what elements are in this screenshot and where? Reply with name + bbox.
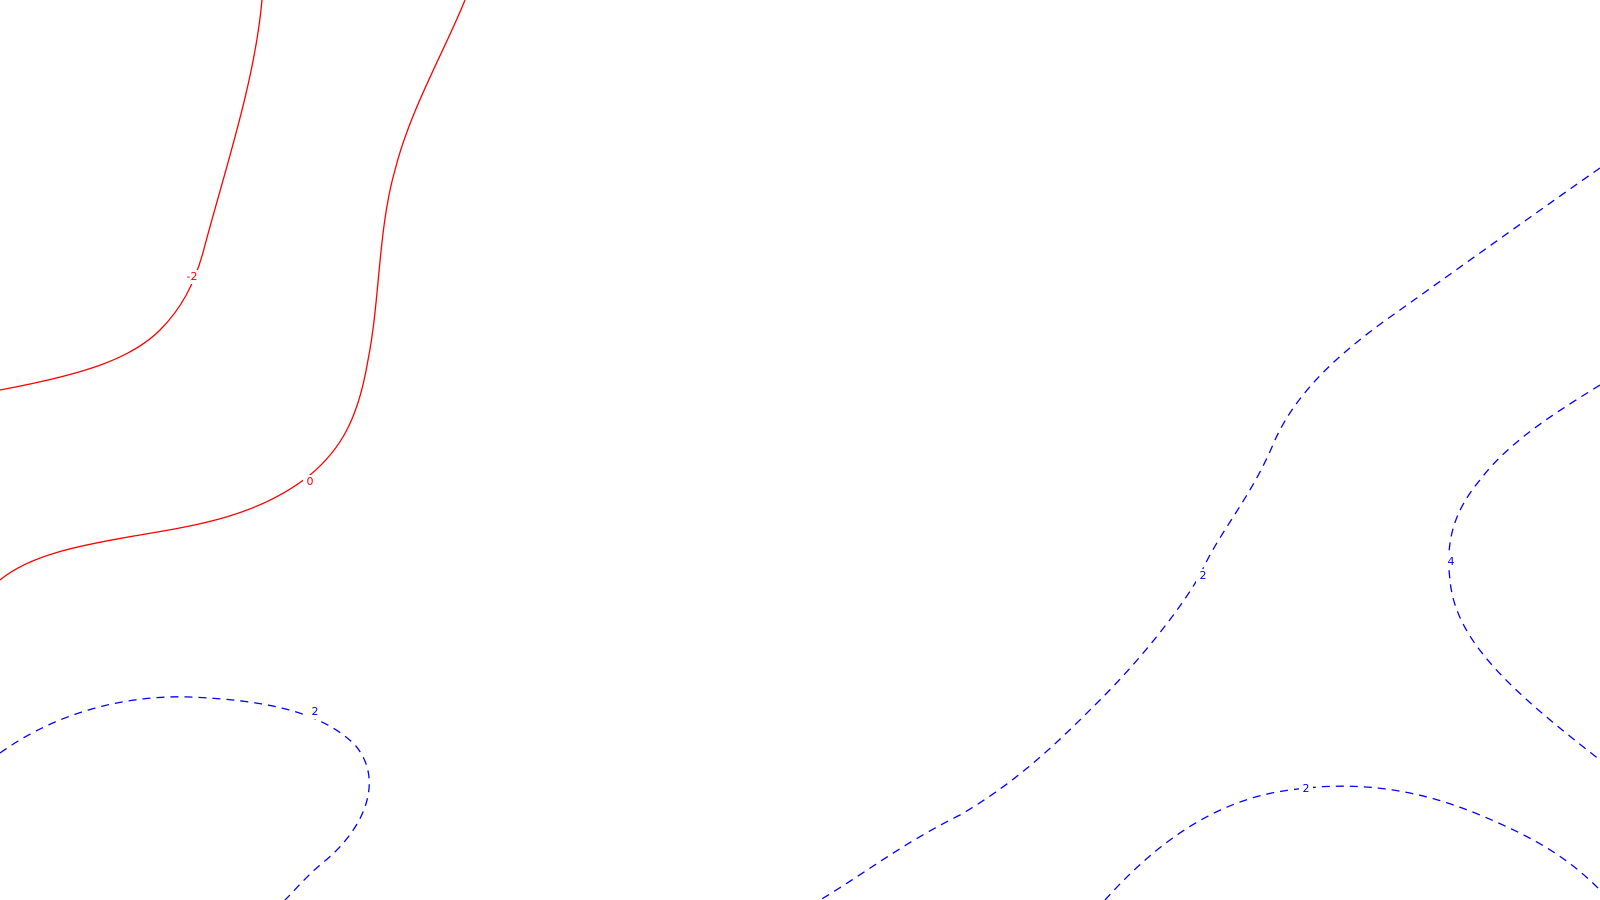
contour-label-neg2-0: -2 (187, 270, 198, 283)
contour-label-background (1444, 555, 1458, 569)
contour-label-background (1196, 569, 1210, 583)
contour-line-level-4-5 (1448, 384, 1600, 761)
contour-line-level-2-4 (1104, 785, 1600, 900)
contour-label-background (1299, 782, 1313, 796)
contour-label-0-1: 0 (307, 475, 314, 488)
contour-labels: -2 0 2 2 2 4 (185, 270, 1458, 796)
contour-label-background (308, 705, 322, 719)
contour-label-background (185, 270, 199, 284)
contour-label-2-2: 2 (312, 705, 319, 718)
contour-label-4-5: 4 (1448, 555, 1455, 568)
contour-line-level-0-1 (0, 0, 466, 581)
contour-line-level-neg2-0 (0, 0, 263, 391)
contour-label-2-3: 2 (1200, 569, 1207, 582)
contour-label-2-4: 2 (1303, 782, 1310, 795)
contour-label-background (303, 475, 317, 489)
